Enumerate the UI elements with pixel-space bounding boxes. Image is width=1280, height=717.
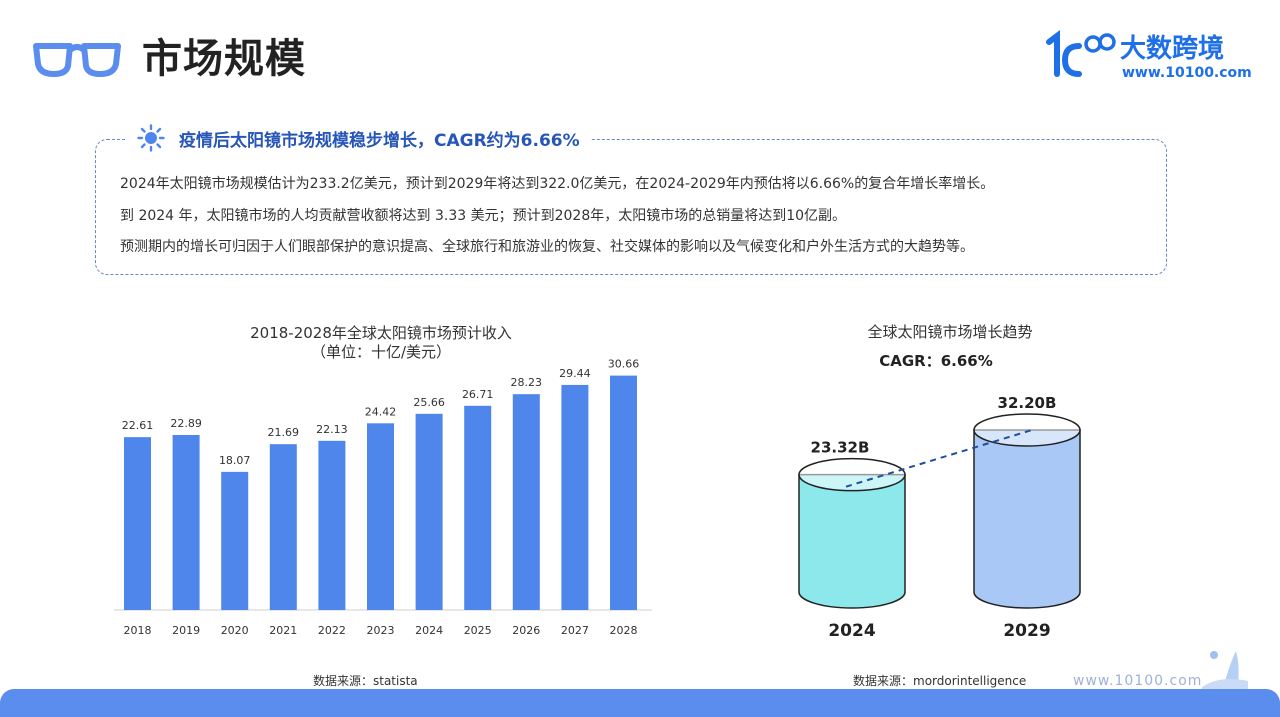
cylinder-year-label: 2024 (828, 621, 875, 641)
brand-logo-icon (1046, 30, 1116, 77)
data-source-left: 数据来源：statista (313, 674, 418, 688)
summary-line: 2024年太阳镜市场规模估计为233.2亿美元，预计到2029年将达到322.0… (120, 176, 995, 192)
bar-value-label: 30.66 (608, 358, 640, 371)
x-tick-label: 2025 (464, 624, 492, 637)
bar-2018 (124, 437, 151, 610)
x-tick-label: 2019 (172, 624, 200, 637)
footer-url: www.10100.com (1073, 673, 1203, 689)
x-tick-label: 2026 (512, 624, 540, 637)
x-tick-label: 2027 (561, 624, 589, 637)
bar-value-label: 25.66 (413, 396, 445, 409)
cylinder-2024 (798, 457, 906, 609)
bar-value-label: 28.23 (511, 376, 543, 389)
bar-2026 (512, 394, 540, 610)
landscape-icon (1202, 651, 1248, 691)
headline-text: 疫情后太阳镜市场规模稳步增长，CAGR约为6.66% (179, 130, 580, 151)
bar-2025 (464, 405, 492, 610)
cylinder-year-label: 2029 (1003, 621, 1050, 641)
brand-name: 大数跨境 (1120, 34, 1225, 64)
bar-value-label: 29.44 (559, 367, 591, 380)
x-tick-label: 2020 (221, 624, 249, 637)
bar-value-label: 21.69 (268, 426, 300, 439)
glasses-icon (33, 43, 121, 77)
bar-value-label: 22.89 (170, 417, 202, 430)
bar-value-label: 18.07 (219, 454, 251, 467)
x-tick-label: 2023 (367, 624, 395, 637)
summary-line: 预测期内的增长可归因于人们眼部保护的意识提高、全球旅行和旅游业的恢复、社交媒体的… (120, 239, 974, 255)
bar-value-label: 22.13 (316, 423, 348, 436)
sun-icon (137, 124, 165, 152)
growth-trend-chart: 全球太阳镜市场增长趋势 CAGR：6.66% 23.32B 2024 32.20B 2… (798, 323, 1081, 641)
bar-2024 (415, 413, 443, 610)
data-source-right: 数据来源：mordorintelligence (853, 674, 1027, 688)
summary-line: 到 2024 年，太阳镜市场的人均贡献营收额将达到 3.33 美元；预计到202… (120, 208, 847, 224)
bar-2020 (221, 471, 249, 610)
page-title: 市场规模 (142, 36, 306, 82)
cagr-label: CAGR：6.66% (879, 352, 993, 370)
bar-value-label: 22.61 (122, 419, 154, 432)
x-tick-label: 2021 (269, 624, 297, 637)
brand-url: www.10100.com (1122, 65, 1252, 81)
bar-2028 (610, 375, 637, 610)
bar-2023 (367, 423, 394, 610)
bar-2021 (269, 444, 297, 610)
summary-headline: 疫情后太阳镜市场规模稳步增长，CAGR约为6.66% (127, 122, 590, 154)
cylinder-value-label: 23.32B (811, 439, 870, 457)
chart-title: 全球太阳镜市场增长趋势 (867, 323, 1032, 341)
cylinder-2029 (973, 413, 1081, 609)
bar-2027 (561, 384, 589, 610)
summary-box (95, 139, 1167, 275)
chart-subtitle: （单位：十亿/美元） (311, 343, 451, 361)
bar-value-label: 26.71 (462, 388, 494, 401)
x-tick-label: 2018 (124, 624, 152, 637)
bar-2022 (318, 440, 346, 610)
footer-bar (0, 689, 1280, 717)
x-tick-label: 2022 (318, 624, 346, 637)
x-tick-label: 2028 (610, 624, 638, 637)
chart-title: 2018-2028年全球太阳镜市场预计收入 (250, 324, 512, 342)
bar-2019 (172, 435, 200, 610)
revenue-bar-chart: 2018-2028年全球太阳镜市场预计收入 （单位：十亿/美元） 22.61 20… (114, 324, 652, 637)
bar-value-label: 24.42 (365, 405, 397, 418)
x-tick-label: 2024 (415, 624, 443, 637)
cylinder-value-label: 32.20B (998, 394, 1057, 412)
